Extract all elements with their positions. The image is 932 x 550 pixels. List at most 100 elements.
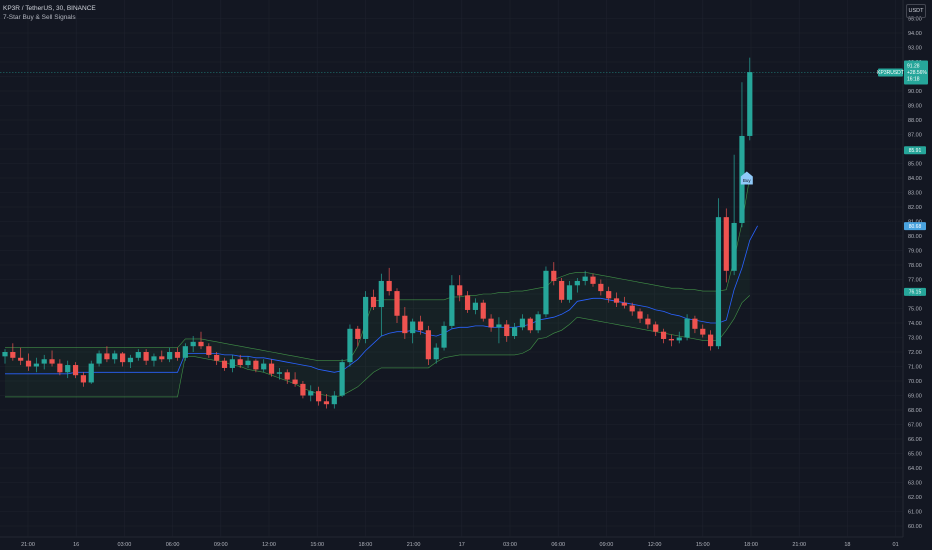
indicator-badge-bg: [904, 146, 926, 155]
candle-body: [284, 372, 290, 380]
candle-body: [112, 353, 118, 360]
time-tick-label: 03:00: [503, 542, 517, 548]
candle-body: [692, 318, 698, 329]
candle: [104, 346, 110, 363]
candle-body: [449, 285, 455, 326]
candle-body: [49, 359, 55, 364]
currency-button[interactable]: USDT: [906, 4, 926, 18]
candle-body: [363, 296, 369, 339]
candle: [566, 280, 573, 303]
candle-body: [417, 321, 424, 331]
candle: [41, 354, 47, 370]
candle: [692, 315, 698, 334]
candle-body: [2, 352, 8, 357]
candle: [80, 372, 86, 387]
candle: [339, 359, 345, 397]
candle: [135, 349, 141, 361]
price-tick-label: 62.00: [908, 495, 922, 501]
candle-body: [535, 314, 541, 331]
price-tick-label: 71.00: [908, 365, 922, 371]
candle-body: [276, 372, 282, 374]
price-axis[interactable]: 95.0094.0093.0092.0091.0090.0089.0088.00…: [908, 17, 922, 531]
candle-body: [684, 318, 690, 338]
candle: [363, 291, 369, 344]
candle: [441, 321, 447, 351]
candle-body: [41, 359, 47, 364]
candle-body: [668, 338, 674, 341]
symbol-title[interactable]: KP3R / TetherUS, 30, BINANCE: [3, 5, 96, 12]
candle-body: [441, 325, 447, 348]
symbol-badge-text: KP3RUSDT: [877, 70, 904, 76]
indicator-badge-bg: [904, 287, 926, 296]
candle: [723, 208, 729, 283]
candle-body: [488, 318, 494, 328]
candle: [268, 359, 275, 377]
time-tick-label: 21:00: [21, 542, 35, 548]
time-tick-label: 01: [893, 542, 899, 548]
time-tick-label: 15:00: [696, 542, 710, 548]
candle-body: [410, 321, 416, 334]
candle: [229, 354, 235, 373]
candle-body: [543, 270, 549, 315]
price-tick-label: 82.00: [908, 205, 922, 211]
candle: [237, 354, 243, 368]
last-price-badge-bg: [904, 60, 928, 85]
candle: [402, 307, 408, 339]
candle-body: [323, 401, 330, 405]
candle: [190, 336, 196, 352]
candle-body: [120, 353, 126, 363]
price-tick-label: 85.00: [908, 162, 922, 168]
candle: [574, 278, 580, 293]
candle-body: [731, 222, 737, 271]
buy-signal-marker: Buy: [740, 171, 753, 185]
candle-body: [151, 356, 157, 361]
candle: [676, 331, 682, 344]
candle-body: [331, 395, 337, 405]
candle: [519, 314, 526, 331]
candle: [49, 350, 55, 367]
candle-body: [496, 324, 502, 328]
last-price-change: +28.56%: [907, 70, 927, 76]
candle: [535, 311, 541, 334]
candle: [433, 343, 439, 364]
time-tick-label: 17: [459, 542, 465, 548]
candle-body: [598, 283, 604, 292]
price-tick-label: 88.00: [908, 118, 922, 124]
price-tick-label: 74.00: [908, 321, 922, 327]
candle: [700, 324, 706, 338]
time-axis[interactable]: 21:00 16 03:00 06:00 09:00 12:00 15:00 18:00 21:…: [21, 542, 899, 548]
time-tick-label: 18:00: [744, 542, 758, 548]
candle: [206, 343, 212, 358]
candle: [96, 350, 102, 367]
time-tick-label: 15:00: [310, 542, 324, 548]
candle-body: [18, 357, 24, 361]
price-tick-label: 87.00: [908, 133, 922, 139]
price-tick-label: 94.00: [908, 31, 922, 37]
candle-body: [159, 356, 165, 360]
candle-body: [339, 362, 345, 396]
candle: [629, 302, 635, 316]
candle-body: [519, 318, 526, 328]
candle: [417, 315, 424, 335]
candle: [221, 357, 228, 371]
candle: [425, 325, 431, 366]
candle: [527, 317, 533, 334]
candle-body: [402, 315, 408, 334]
candle: [582, 270, 588, 286]
candle: [276, 367, 282, 380]
buy-signal-label: Buy: [743, 178, 752, 183]
candle-body: [198, 341, 204, 347]
candle-body: [512, 327, 518, 337]
candle: [72, 362, 79, 379]
indicator-title[interactable]: 7-Star Buy & Sell Signals: [3, 14, 76, 21]
candle: [261, 359, 267, 373]
price-tick-label: 66.00: [908, 437, 922, 443]
time-tick-label: 18:00: [359, 542, 373, 548]
candle-body: [292, 379, 298, 384]
candle-body: [574, 280, 580, 286]
candle-body: [347, 328, 353, 363]
candle: [386, 267, 392, 296]
candle: [308, 385, 314, 402]
candle-body: [566, 285, 573, 300]
